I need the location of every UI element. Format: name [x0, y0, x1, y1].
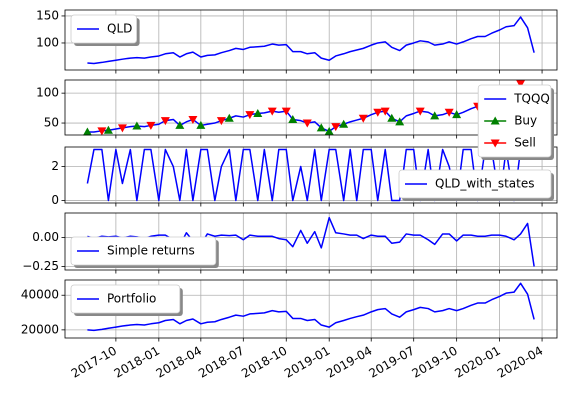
y-tick-label: 20000: [21, 322, 59, 336]
y-tick-label: 0: [51, 193, 59, 207]
marker: [395, 117, 405, 126]
plot-frame: [64, 9, 558, 71]
plot-frame: [64, 279, 558, 339]
marker: [132, 121, 142, 130]
legend-box: [70, 284, 181, 314]
x-tick-label: 2019-04: [324, 344, 374, 381]
marker: [302, 119, 312, 128]
legend-marker: [490, 139, 500, 148]
marker: [444, 108, 454, 117]
marker: [175, 120, 185, 129]
y-tick-label: 150: [36, 8, 59, 22]
marker: [380, 107, 390, 116]
marker: [387, 113, 397, 122]
line: [87, 82, 535, 133]
plot-frame: [64, 212, 558, 271]
marker: [373, 108, 383, 117]
x-tick-label: 2018-10: [239, 344, 289, 381]
marker: [415, 107, 425, 116]
legend-box: [477, 84, 552, 158]
marker: [331, 123, 341, 132]
marker: [288, 114, 298, 123]
legend-label: TQQQ: [513, 92, 550, 106]
marker: [146, 121, 156, 130]
marker: [316, 123, 326, 132]
y-tick-label: −0.25: [22, 259, 59, 273]
x-tick-label: 2018-04: [154, 344, 204, 381]
legend-label: Portfolio: [107, 292, 156, 306]
marker: [245, 111, 255, 120]
legend-box: [398, 169, 552, 199]
marker: [339, 119, 349, 128]
y-tick-label: 100: [36, 86, 59, 100]
y-tick-label: 0.00: [32, 230, 59, 244]
marker: [97, 127, 107, 136]
y-tick-label: 2: [51, 159, 59, 173]
legend: Portfolio: [70, 284, 183, 316]
marker: [452, 110, 462, 119]
legend: TQQQ Buy Sell: [477, 84, 554, 160]
marker: [188, 115, 198, 124]
marker: [103, 125, 113, 134]
marker: [430, 111, 440, 120]
legend-marker: [490, 116, 500, 125]
legend-label: Simple returns: [107, 244, 195, 258]
line: [87, 16, 535, 65]
plot-frame: [64, 146, 558, 204]
x-tick-label: 2019-07: [367, 344, 417, 381]
marker: [267, 107, 277, 116]
x-tick-label: 2018-07: [196, 344, 246, 381]
legend-box: [70, 236, 217, 266]
marker: [358, 114, 368, 123]
legend-label: QLD_with_states: [435, 177, 534, 191]
legend: Simple returns: [70, 236, 219, 268]
legend: QLD: [70, 14, 140, 46]
marker: [216, 117, 226, 126]
marker: [82, 127, 92, 136]
marker: [224, 113, 234, 122]
plot-area: [65, 10, 557, 70]
marker: [196, 120, 206, 129]
x-tick-label: 2020-01: [452, 344, 502, 381]
marker: [281, 107, 291, 116]
legend-label: Sell: [514, 136, 536, 150]
y-tick-label: 40000: [21, 288, 59, 302]
marker: [117, 124, 127, 133]
marker: [516, 80, 526, 89]
legend-label: QLD: [107, 22, 132, 36]
x-tick-label: 2018-01: [112, 344, 162, 381]
line: [87, 216, 535, 267]
x-tick-label: 2019-01: [282, 344, 332, 381]
marker: [160, 117, 170, 126]
plot-frame: [64, 79, 558, 136]
x-tick-label: 2017-10: [69, 344, 119, 381]
x-tick-label: 2019-10: [409, 344, 459, 381]
legend-box: [70, 14, 137, 44]
legend: QLD_with_states: [398, 169, 554, 201]
legend-label: Buy: [514, 114, 537, 128]
y-tick-label: 50: [44, 116, 59, 130]
x-tick-label: 2020-04: [495, 344, 545, 381]
y-tick-label: 100: [36, 35, 59, 49]
marker: [253, 108, 263, 117]
line: [87, 282, 535, 332]
marker: [324, 126, 334, 135]
